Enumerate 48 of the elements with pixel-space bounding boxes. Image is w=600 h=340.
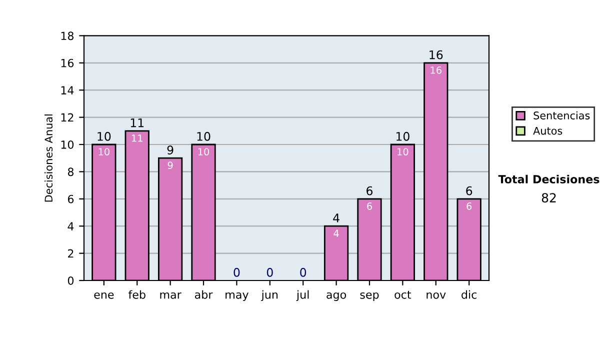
legend-label: Sentencias [534, 111, 590, 120]
total-label: 10 [197, 132, 210, 141]
total-label: 9 [167, 146, 174, 154]
x-tick-label: sep [360, 292, 379, 301]
total-label: 0 [300, 268, 306, 277]
y-tick-label: 18 [61, 32, 74, 40]
data-label: 11 [132, 134, 142, 142]
x-tick-label: jun [261, 290, 278, 301]
x-tick-label: nov [426, 292, 446, 299]
y-tick-label: 0 [68, 276, 74, 285]
y-tick-label: 10 [61, 140, 74, 149]
data-label: 4 [334, 230, 339, 237]
data-label: 9 [168, 162, 173, 170]
total-label: 11 [130, 118, 144, 128]
x-tick-label: feb [128, 290, 146, 299]
x-tick-label: dic [462, 290, 477, 299]
y-tick-label: 2 [68, 249, 74, 258]
total-label: 16 [430, 50, 443, 60]
x-tick-label: ene [94, 292, 114, 299]
y-tick-label: 8 [68, 168, 74, 176]
x-tick-label: abr [194, 290, 213, 299]
x-tick-label: ago [326, 292, 346, 301]
total-label: 0 [266, 268, 273, 277]
y-axis-title: Decisiones Anual [44, 114, 53, 202]
y-tick-label: 16 [61, 58, 74, 68]
y-tick-label: 4 [68, 222, 74, 230]
total-label: 10 [98, 132, 111, 141]
data-label: 10 [98, 148, 110, 156]
x-tick-label: may [226, 292, 248, 301]
total-label: 10 [396, 132, 410, 141]
x-tick-label: oct [394, 290, 412, 299]
total-label: 6 [466, 186, 472, 196]
total-label: 6 [366, 186, 373, 196]
data-label: 10 [398, 148, 408, 156]
data-label: 6 [367, 202, 372, 210]
y-tick-label: 12 [61, 113, 74, 122]
y-tick-label: 6 [68, 194, 74, 204]
legend-label: Autos [533, 126, 562, 135]
total-label: 4 [333, 214, 340, 222]
total-label: 0 [234, 268, 240, 277]
x-tick-label: mar [160, 292, 182, 299]
data-label: 10 [198, 148, 210, 156]
data-label: 6 [466, 202, 472, 210]
data-label: 16 [430, 66, 442, 74]
y-tick-label: 14 [61, 86, 74, 94]
text: Total Decisiones [498, 174, 600, 184]
x-tick-label: jul [296, 290, 309, 301]
text: 82 [542, 193, 556, 203]
